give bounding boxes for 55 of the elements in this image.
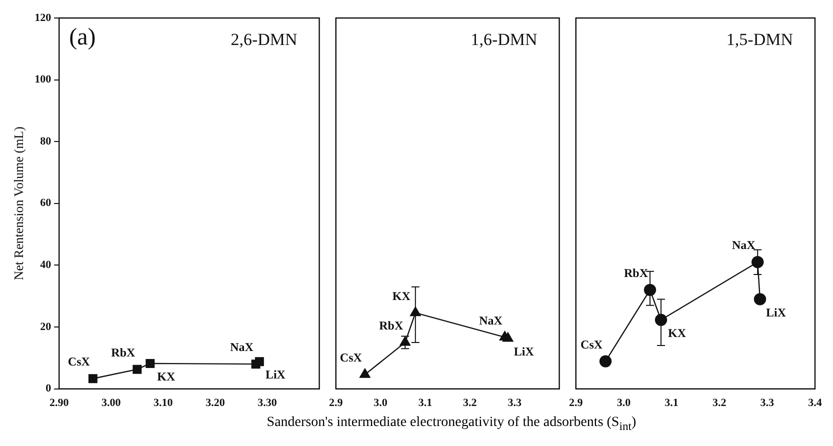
y-tick-label: 120 (34, 12, 52, 24)
annotation: NaX (479, 313, 503, 328)
x-tick-label: 2.90 (49, 397, 70, 410)
point (654, 314, 668, 326)
x-tick-label: 3.1 (418, 397, 432, 410)
x-tick-label: 2.9 (569, 397, 584, 410)
y-tick-label: 60 (40, 197, 52, 210)
annotation: CsX (580, 337, 603, 352)
x-tick-label: 3.2 (712, 397, 727, 410)
annotation: RbX (111, 345, 136, 360)
x-tick-label: 3.30 (258, 397, 278, 410)
text: 2,6-DMN (230, 30, 298, 49)
annotation: NaX (732, 238, 756, 252)
x-tick-label: 3.4 (808, 397, 822, 410)
x-tick-label: 3.3 (760, 397, 775, 410)
x-tick-label: 3.00 (102, 397, 122, 410)
y-tick-label: 80 (40, 135, 52, 148)
point (599, 355, 612, 368)
point (754, 293, 766, 306)
x-tick-label: 3.2 (463, 397, 478, 410)
x-tick-label: 3.1 (664, 397, 678, 410)
point (146, 358, 155, 368)
x-tick-label: 3.0 (374, 397, 388, 410)
annotation: KX (668, 326, 686, 340)
x-tick-label: 2.9 (329, 397, 344, 410)
annotation: NaX (230, 340, 254, 354)
point (502, 332, 514, 342)
annotation: RbX (624, 266, 648, 280)
annotation: LiX (265, 368, 286, 382)
annotation: LiX (514, 344, 534, 359)
x-tick-label: 3.20 (206, 397, 226, 410)
y-tick-label: 100 (34, 74, 52, 86)
y-tick-label: 0 (46, 382, 52, 395)
point (254, 357, 264, 366)
x-axis-title: Sanderson's intermediate electronegativity of the adsorbents (S$_{int}$) (266, 415, 638, 433)
annotation: (a) (69, 24, 96, 50)
point (132, 364, 142, 374)
annotation: CsX (68, 354, 90, 369)
x-tick-label: 3.0 (616, 397, 632, 410)
point (644, 284, 656, 296)
text: 1,5-DMN (726, 30, 793, 49)
y-tick-label: 20 (40, 320, 52, 333)
point (88, 374, 98, 384)
annotation: CsX (340, 350, 362, 365)
y-tick-label: 40 (40, 259, 52, 272)
annotation: KX (157, 370, 176, 384)
annotation: LiX (766, 305, 786, 320)
point (360, 368, 370, 378)
text: 1,6-DMN (470, 30, 538, 49)
annotation: KX (392, 288, 411, 303)
y-axis-title: Net Rentension Volume (mL) (11, 126, 26, 280)
annotation: RbX (379, 318, 404, 333)
x-tick-label: 3.10 (154, 397, 174, 410)
point (752, 256, 764, 268)
x-tick-label: 3.3 (508, 397, 522, 410)
